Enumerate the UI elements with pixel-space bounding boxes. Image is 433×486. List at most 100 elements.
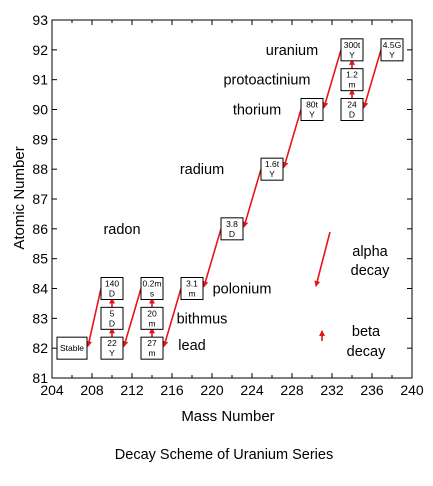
nuclide-box-frame (260, 157, 284, 181)
x-tick-label: 208 (80, 382, 104, 398)
alpha-decay-arrow (86, 288, 102, 348)
y-tick-label: 90 (32, 102, 48, 118)
element-label-thorium: thorium (233, 103, 281, 119)
nuclide-box-Ra226: 1.6tY (260, 157, 284, 181)
alpha-decay-arrow (282, 109, 302, 169)
nuclide-box-Rn222: 3.8D (220, 217, 244, 241)
nuclide-box-frame (100, 336, 124, 360)
half-life-value: 1.2 (346, 70, 358, 80)
x-tick-label: 216 (160, 382, 184, 398)
y-tick-label: 89 (32, 131, 48, 147)
element-label-bithmus: bithmus (177, 311, 228, 327)
x-tick-labels: 204 208 212 216 220 224 228 232 236 240 (40, 382, 424, 398)
half-life-value: 5 (110, 308, 115, 318)
nuclide-box-frame (180, 277, 204, 300)
half-life-unit: m (348, 80, 355, 90)
nuclide-box-frame (100, 277, 124, 300)
y-tick-label: 88 (32, 161, 48, 177)
x-tick-label: 220 (200, 382, 224, 398)
nuclide-box-frame (300, 98, 324, 121)
legend-alpha-label: alpha (352, 244, 388, 260)
legend: alpha decay beta decay (314, 231, 390, 360)
alpha-decay-arrow (322, 49, 342, 109)
legend-alpha-arrow (314, 231, 331, 287)
y-axis-title: Atomic Number (11, 146, 28, 249)
y-tick-label: 93 (32, 12, 48, 28)
alpha-decay-arrow (202, 228, 222, 288)
element-label-protoactinium: protoactinium (223, 73, 310, 89)
axis-ticks (51, 19, 413, 379)
half-life-unit: D (349, 110, 355, 120)
half-life-value: 3.8 (226, 219, 238, 229)
nuclide-box-frame (380, 38, 404, 62)
nuclide-box-frame (340, 98, 364, 121)
nuclide-box-frame (340, 38, 364, 62)
nuclide-box-Pa234: 1.2m (340, 68, 364, 92)
y-tick-label: 85 (32, 251, 48, 267)
half-life-unit: m (148, 318, 155, 328)
half-life-unit: D (109, 318, 115, 328)
alpha-decay-arrow (362, 49, 382, 109)
half-life-unit: Y (109, 348, 115, 358)
legend-beta-label: decay (347, 344, 386, 360)
half-life-value: 24 (347, 100, 357, 110)
half-life-unit: m (148, 348, 155, 358)
nuclide-box-Po218: 3.1m (180, 277, 204, 300)
half-life-value: 140 (105, 279, 119, 289)
half-life-unit: Y (349, 50, 355, 60)
y-tick-label: 81 (32, 370, 48, 386)
half-life-unit: m (188, 289, 195, 299)
nuclide-box-frame (220, 217, 244, 241)
nuclide-box-Pb214: 27m (140, 336, 164, 360)
nuclide-box-frame (100, 306, 124, 330)
half-life-value: 0.2m (143, 279, 162, 289)
element-label-lead: lead (178, 338, 205, 354)
half-life-unit: D (229, 229, 235, 239)
nuclide-box-frame (140, 336, 164, 360)
element-label-radium: radium (180, 162, 224, 178)
half-life-value: 22 (107, 338, 117, 348)
nuclide-box-Bi214: 20m (140, 306, 164, 330)
half-life-value: 300t (344, 40, 361, 50)
half-life-value: 20 (147, 308, 157, 318)
half-life-unit: Y (309, 110, 315, 120)
y-tick-label: 83 (32, 310, 48, 326)
x-axis-title: Mass Number (181, 408, 274, 425)
nuclide-box-frame (140, 306, 164, 330)
half-life-value: 3.1 (186, 279, 198, 289)
half-life-unit: Y (269, 169, 275, 179)
nuclide-box-Po214: 0.2ms (140, 277, 164, 300)
y-tick-label: 92 (32, 42, 48, 58)
y-tick-label: 91 (32, 72, 48, 88)
y-tick-label: 86 (32, 221, 48, 237)
y-tick-label: 84 (32, 281, 48, 297)
x-tick-label: 224 (240, 382, 264, 398)
half-life-label: Stable (60, 343, 84, 353)
half-life-value: 4.5G (383, 40, 401, 50)
element-label-polonium: polonium (213, 282, 272, 298)
half-life-value: 1.6t (265, 159, 280, 169)
nuclide-box-U238: 4.5GY (380, 38, 404, 62)
x-tick-label: 236 (360, 382, 384, 398)
x-tick-label: 212 (120, 382, 144, 398)
element-label-uranium: uranium (266, 43, 318, 59)
alpha-decay-arrows (86, 49, 382, 348)
beta-decay-arrows (109, 58, 355, 339)
nuclide-box-frame (140, 277, 164, 300)
half-life-unit: D (109, 289, 115, 299)
nuclide-box-frame (56, 336, 88, 360)
nuclide-box-Pb206: Stable (56, 336, 88, 360)
half-life-unit: Y (389, 50, 395, 60)
half-life-unit: s (150, 289, 154, 299)
element-labels: uranium protoactinium thorium radium radon po… (103, 43, 318, 354)
chart-caption: Decay Scheme of Uranium Series (115, 447, 333, 463)
element-label-radon: radon (103, 222, 140, 238)
y-tick-label: 82 (32, 340, 48, 356)
nuclide-boxes: 4.5GY24D1.2m300tY80tY1.6tY3.8D3.1m27m20m… (56, 38, 404, 360)
legend-alpha-label: decay (351, 263, 390, 279)
x-tick-label: 228 (280, 382, 304, 398)
